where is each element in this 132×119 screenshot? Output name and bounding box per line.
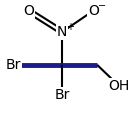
Text: N: N [57,25,67,39]
Text: O: O [88,4,99,18]
Text: O: O [23,4,34,18]
Text: Br: Br [55,88,70,102]
Text: OH: OH [109,79,130,93]
Text: +: + [66,22,74,32]
Text: −: − [98,1,106,11]
Text: Br: Br [5,58,21,72]
